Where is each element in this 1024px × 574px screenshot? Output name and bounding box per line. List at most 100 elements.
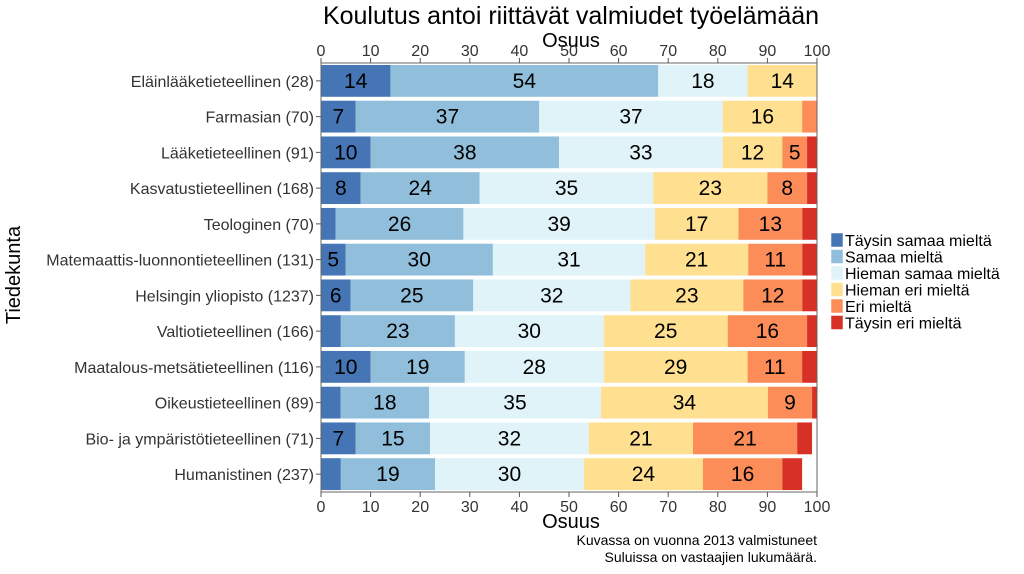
bar-segment [658, 64, 748, 97]
bar-segment [747, 64, 817, 97]
bar-segment [390, 64, 659, 97]
y-tick-label: Bio- ja ympäristötieteellinen (71) [85, 431, 314, 448]
legend-swatch [830, 282, 844, 297]
bar-segment [603, 315, 728, 348]
data-label: 26 [388, 213, 411, 236]
y-tick-label: Eläinlääketieteellinen (28) [131, 74, 314, 91]
x-tick-label-top: 20 [411, 43, 429, 60]
bar-segment [653, 172, 768, 205]
bar-segment [370, 350, 465, 383]
data-label: 24 [632, 463, 656, 486]
data-label: 24 [409, 177, 433, 200]
data-label: 16 [731, 463, 754, 486]
data-label: 17 [685, 213, 708, 236]
bar-segment [600, 386, 768, 419]
data-label: 30 [498, 463, 521, 486]
x-tick-label-bottom: 20 [411, 499, 429, 516]
data-label: 19 [376, 463, 399, 486]
bar-segment [559, 136, 723, 169]
x-tick-label-bottom: 10 [362, 499, 380, 516]
x-tick-label-top: 30 [461, 43, 479, 60]
data-label: 30 [518, 320, 541, 343]
plot-background [321, 63, 817, 492]
data-label: 32 [498, 427, 521, 450]
x-tick-label-bottom: 30 [461, 499, 479, 516]
x-tick-label-bottom: 100 [804, 499, 831, 516]
bar-segment [429, 386, 601, 419]
x-tick-label-top: 50 [560, 43, 578, 60]
x-tick-label-bottom: 40 [511, 499, 529, 516]
data-label: 31 [557, 249, 580, 272]
bar-segment [321, 458, 341, 491]
data-label: 23 [699, 177, 722, 200]
caption-note-2: Suluissa on vastaajien lukumäärä. [605, 549, 817, 565]
bar-segment [321, 100, 356, 133]
bar-segment [479, 172, 654, 205]
bar-segment [722, 136, 783, 169]
bar-segment [492, 243, 646, 276]
y-tick-label: Valtiotieteellinen (166) [157, 324, 314, 341]
data-label: 35 [503, 392, 526, 415]
bar-segment [473, 279, 631, 312]
data-label: 30 [408, 249, 431, 272]
bar-segment [802, 207, 817, 240]
x-tick-label-bottom: 50 [560, 499, 578, 516]
data-label: 7 [333, 106, 345, 129]
x-tick-label-bottom: 70 [659, 499, 677, 516]
axes: Eläinlääketieteellinen (28) Farmasian (70… [46, 43, 830, 516]
data-label: 9 [784, 392, 796, 415]
data-label: 14 [344, 70, 368, 93]
bar-segment [430, 422, 589, 455]
bar-segment [321, 172, 361, 205]
data-label: 5 [789, 141, 801, 164]
y-tick-label: Teologinen (70) [204, 217, 314, 234]
legend-label: Hieman eri mieltä [845, 283, 970, 300]
x-tick-label-bottom: 90 [759, 499, 777, 516]
legend-label: Samaa mieltä [845, 250, 943, 267]
data-label: 13 [759, 213, 782, 236]
bar-segment [454, 315, 604, 348]
bars [321, 64, 817, 491]
bar-segment [321, 207, 336, 240]
bar-segment [748, 243, 803, 276]
bar-labels: 14 54 18 14 7 37 37 16 10 38 33 12 5 8 24 35 23 8 26 39 17 13… [327, 70, 800, 486]
y-tick-label: Humanistinen (237) [174, 467, 314, 484]
bar-segment [743, 279, 803, 312]
data-label: 8 [781, 177, 793, 200]
bar-segment [802, 243, 817, 276]
plot-panel [321, 63, 817, 492]
x-tick-label-top: 90 [759, 43, 777, 60]
data-label: 35 [555, 177, 578, 200]
bar-segment [435, 458, 584, 491]
legend-label: Hieman samaa mieltä [845, 266, 1000, 283]
legend-swatch [830, 315, 844, 330]
bar-segment [345, 243, 493, 276]
data-label: 23 [675, 284, 698, 307]
bar-segment [807, 315, 817, 348]
bar-segment [802, 279, 817, 312]
bar-segment [645, 243, 749, 276]
bar-segment [355, 100, 540, 133]
legend-swatch [830, 249, 844, 264]
x-axis-title-top: Osuus [542, 30, 600, 52]
data-label: 14 [771, 70, 795, 93]
bar-segment [722, 100, 803, 133]
bar-segment [464, 350, 604, 383]
data-label: 28 [523, 356, 546, 379]
bar-segment [797, 422, 813, 455]
x-tick-label-top: 100 [804, 43, 831, 60]
data-label: 23 [386, 320, 409, 343]
data-label: 34 [673, 392, 697, 415]
x-tick-label-top: 70 [659, 43, 677, 60]
caption-note-1: Kuvassa on vuonna 2013 valmistuneet [577, 532, 818, 548]
bar-segment [321, 136, 371, 169]
x-tick-label-top: 40 [511, 43, 529, 60]
x-axis-title-bottom: Osuus [542, 511, 600, 533]
data-label: 21 [733, 427, 756, 450]
bar-segment [782, 136, 808, 169]
y-tick-label: Maatalous-metsätieteellinen (116) [74, 360, 314, 377]
bar-segment [738, 207, 803, 240]
bar-segment [630, 279, 744, 312]
data-label: 16 [756, 320, 779, 343]
